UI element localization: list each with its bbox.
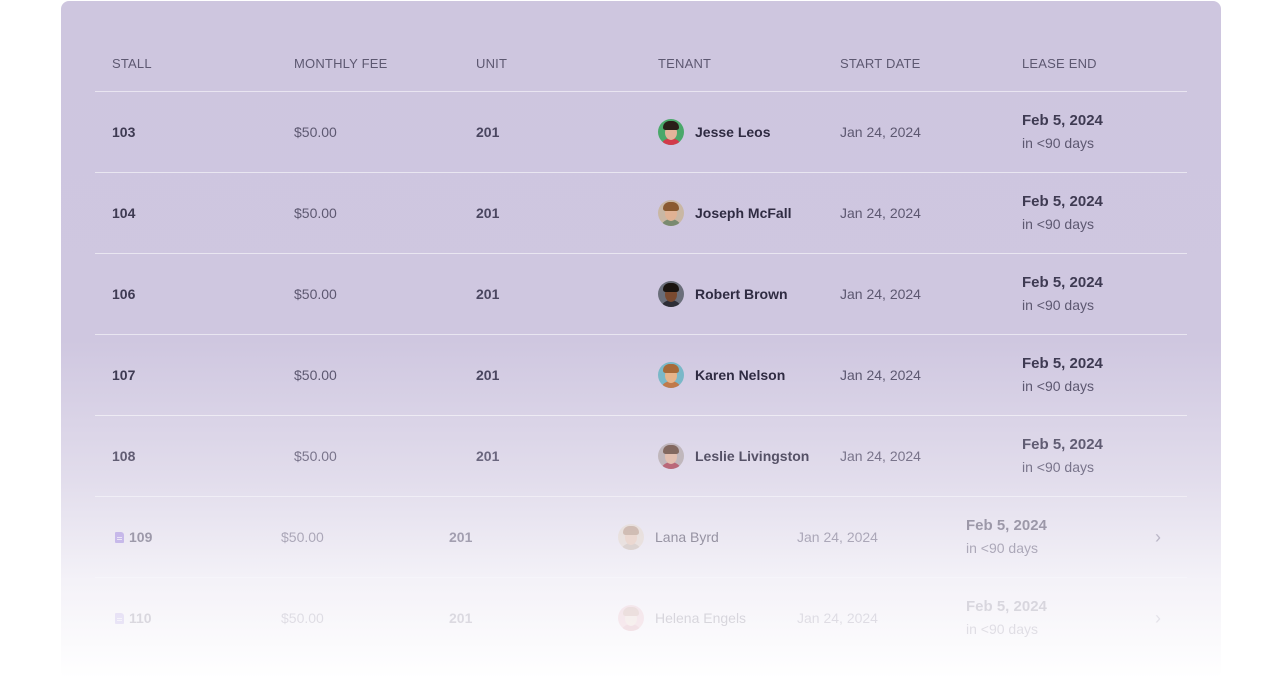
lease-end-note: in <90 days xyxy=(1022,378,1094,394)
lease-end-cell: Feb 5, 2024 in <90 days xyxy=(1022,416,1103,496)
lease-end-note: in <90 days xyxy=(1022,297,1094,313)
tenant-name[interactable]: Robert Brown xyxy=(695,286,788,302)
start-date: Jan 24, 2024 xyxy=(840,286,921,302)
lease-end-note: in <90 days xyxy=(1022,459,1094,475)
table-row[interactable]: 109 $50.00 201 Lana Byrd Jan 24, 2024 Fe… xyxy=(95,497,1187,578)
unit-number: 201 xyxy=(449,529,473,545)
tenant-name[interactable]: Helena Engels xyxy=(655,610,747,626)
avatar[interactable] xyxy=(618,605,644,631)
table-row[interactable]: 106 $50.00 201 Robert Brown Jan 24, 2024… xyxy=(95,254,1187,335)
monthly-fee: $50.00 xyxy=(294,367,337,383)
tenant-cell: Joseph McFall xyxy=(658,173,791,253)
lease-end-date: Feb 5, 2024 xyxy=(1022,274,1103,291)
tenant-cell: Leslie Livingston xyxy=(658,416,809,496)
start-date: Jan 24, 2024 xyxy=(840,205,921,221)
stall-number: 110 xyxy=(129,610,152,626)
tenant-name[interactable]: Joseph McFall xyxy=(695,205,792,221)
lease-end-date: Feb 5, 2024 xyxy=(966,598,1047,615)
lease-end-date: Feb 5, 2024 xyxy=(1022,112,1103,129)
tenant-cell: Karen Nelson xyxy=(658,335,785,415)
table-row[interactable]: 103 $50.00 201 Jesse Leos Jan 24, 2024 F… xyxy=(95,92,1187,173)
avatar[interactable] xyxy=(658,281,684,307)
chevron-right-icon[interactable]: › xyxy=(1155,607,1161,628)
start-date: Jan 24, 2024 xyxy=(797,610,878,626)
lease-end-cell: Feb 5, 2024 in <90 days xyxy=(1022,335,1103,415)
start-date: Jan 24, 2024 xyxy=(840,367,921,383)
monthly-fee: $50.00 xyxy=(294,448,337,464)
lease-end-date: Feb 5, 2024 xyxy=(1022,193,1103,210)
monthly-fee: $50.00 xyxy=(294,205,337,221)
unit-number: 201 xyxy=(449,610,473,626)
lease-end-date: Feb 5, 2024 xyxy=(1022,355,1103,372)
table-row[interactable]: 107 $50.00 201 Karen Nelson Jan 24, 2024… xyxy=(95,335,1187,416)
chevron-right-icon[interactable]: › xyxy=(1155,526,1161,547)
table-row[interactable]: 104 $50.00 201 Joseph McFall Jan 24, 202… xyxy=(95,173,1187,254)
start-date: Jan 24, 2024 xyxy=(840,124,921,140)
header-stall[interactable]: STALL xyxy=(112,56,152,71)
unit-number: 201 xyxy=(476,124,500,140)
document-icon xyxy=(115,612,124,624)
tenant-name[interactable]: Jesse Leos xyxy=(695,124,771,140)
monthly-fee: $50.00 xyxy=(281,529,324,545)
stall-number: 107 xyxy=(112,367,136,383)
header-lease-end[interactable]: LEASE END xyxy=(1022,56,1097,71)
lease-end-note: in <90 days xyxy=(966,621,1038,637)
avatar[interactable] xyxy=(658,200,684,226)
lease-end-note: in <90 days xyxy=(1022,135,1094,151)
header-start-date[interactable]: START DATE xyxy=(840,56,921,71)
header-monthly-fee[interactable]: MONTHLY FEE xyxy=(294,56,388,71)
monthly-fee: $50.00 xyxy=(294,124,337,140)
avatar[interactable] xyxy=(658,443,684,469)
table-row[interactable]: 108 $50.00 201 Leslie Livingston Jan 24,… xyxy=(95,416,1187,497)
stall-number: 108 xyxy=(112,448,136,464)
lease-end-cell: Feb 5, 2024 in <90 days xyxy=(1022,254,1103,334)
lease-end-cell: Feb 5, 2024 in <90 days xyxy=(1022,92,1103,172)
stall-number-cell: 110 xyxy=(115,578,152,658)
stall-number: 104 xyxy=(112,205,136,221)
avatar[interactable] xyxy=(618,524,644,550)
avatar[interactable] xyxy=(658,119,684,145)
lease-end-cell: Feb 5, 2024 in <90 days xyxy=(1022,173,1103,253)
stall-number: 103 xyxy=(112,124,136,140)
lease-end-note: in <90 days xyxy=(1022,216,1094,232)
tenant-name[interactable]: Lana Byrd xyxy=(655,529,719,545)
tenant-name[interactable]: Leslie Livingston xyxy=(695,448,810,464)
stall-number: 106 xyxy=(112,286,136,302)
table-row[interactable]: 110 $50.00 201 Helena Engels Jan 24, 202… xyxy=(95,578,1187,658)
unit-number: 201 xyxy=(476,448,500,464)
start-date: Jan 24, 2024 xyxy=(840,448,921,464)
lease-table-card: STALL MONTHLY FEE UNIT TENANT START DATE… xyxy=(61,1,1221,679)
lease-end-cell: Feb 5, 2024 in <90 days xyxy=(966,497,1047,577)
monthly-fee: $50.00 xyxy=(294,286,337,302)
start-date: Jan 24, 2024 xyxy=(797,529,878,545)
lease-end-note: in <90 days xyxy=(966,540,1038,556)
lease-end-date: Feb 5, 2024 xyxy=(1022,436,1103,453)
unit-number: 201 xyxy=(476,367,500,383)
lease-end-date: Feb 5, 2024 xyxy=(966,517,1047,534)
unit-number: 201 xyxy=(476,286,500,302)
monthly-fee: $50.00 xyxy=(281,610,324,626)
document-icon xyxy=(115,531,124,543)
tenant-name[interactable]: Karen Nelson xyxy=(695,367,786,383)
header-tenant[interactable]: TENANT xyxy=(658,56,712,71)
lease-end-cell: Feb 5, 2024 in <90 days xyxy=(966,578,1047,658)
tenant-cell: Jesse Leos xyxy=(658,92,771,172)
table-header: STALL MONTHLY FEE UNIT TENANT START DATE… xyxy=(95,1,1187,92)
avatar[interactable] xyxy=(658,362,684,388)
tenant-cell: Helena Engels xyxy=(618,578,746,658)
stall-number-cell: 109 xyxy=(115,497,152,577)
unit-number: 201 xyxy=(476,205,500,221)
tenant-cell: Lana Byrd xyxy=(618,497,719,577)
header-unit[interactable]: UNIT xyxy=(476,56,508,71)
tenant-cell: Robert Brown xyxy=(658,254,788,334)
stall-number: 109 xyxy=(129,529,153,545)
